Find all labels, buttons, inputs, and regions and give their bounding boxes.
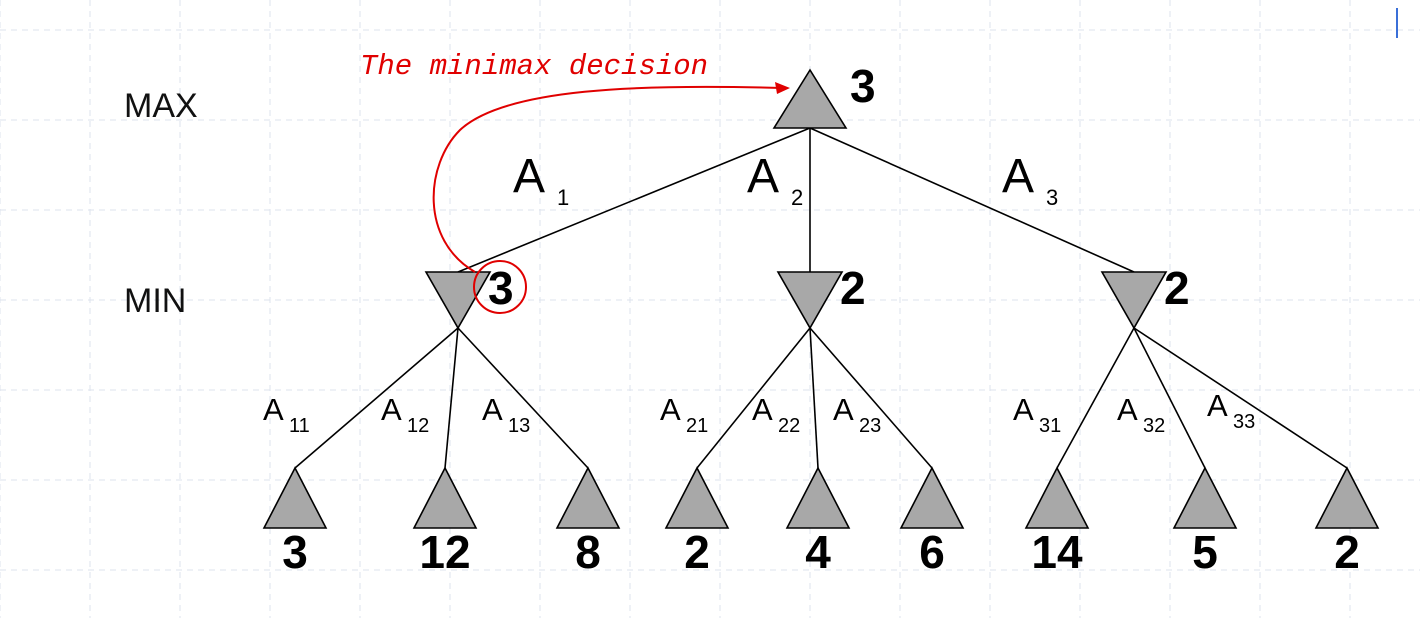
edge-min3-leaf2 [1133, 327, 1206, 469]
leaf-value: 2 [1334, 526, 1360, 578]
leaf-value: 6 [919, 526, 945, 578]
edge-min2-leaf1 [696, 327, 811, 469]
edge-label-a21: A [660, 392, 681, 427]
min-node-value: 2 [1164, 262, 1190, 314]
annotation-arrowhead [775, 82, 790, 94]
branch-label-a1: A [513, 150, 545, 203]
edge-label-a13: A [482, 392, 503, 427]
edge-min1-leaf1 [294, 327, 459, 469]
min-node-value: 3 [488, 262, 514, 314]
leaf-node [262, 466, 328, 529]
max-node [772, 68, 848, 129]
annotation-text: The minimax decision [360, 50, 708, 83]
edge-label-sub: 33 [1233, 411, 1255, 433]
edge-label-sub: 12 [407, 415, 429, 437]
edge-min1-leaf3 [457, 327, 589, 469]
edge-root-min-3 [809, 127, 1135, 273]
leaf-node [1172, 466, 1238, 529]
leaf-value: 2 [684, 526, 710, 578]
leaf-value: 14 [1031, 526, 1083, 578]
edge-label-sub: 22 [778, 415, 800, 437]
edge-label-a23: A [833, 392, 854, 427]
edge-root-min-1 [457, 127, 811, 273]
edge-label-a12: A [381, 392, 402, 427]
annotation-arrow [432, 85, 783, 273]
branch-label-a2: A [747, 150, 779, 203]
leaf-node [785, 466, 851, 529]
level-label-min: MIN [124, 282, 186, 320]
edge-label-sub: 13 [508, 415, 530, 437]
level-label-max: MAX [124, 87, 198, 125]
leaf-node [664, 466, 730, 529]
edge-label-sub: 23 [859, 415, 881, 437]
edge-min2-leaf3 [809, 327, 933, 469]
edge-min1-leaf2 [444, 327, 459, 469]
highlight-circle [473, 260, 527, 314]
edge-min3-leaf3 [1133, 327, 1348, 469]
edge-label-sub: 11 [289, 415, 310, 437]
leaf-value: 12 [419, 526, 470, 578]
min-node-value: 2 [840, 262, 866, 314]
branch-label-a3: A [1002, 150, 1034, 203]
max-node-value: 3 [850, 60, 876, 112]
edge-min2-leaf2 [809, 327, 819, 469]
leaf-value: 4 [805, 526, 831, 578]
edge-label-a22: A [752, 392, 773, 427]
edge-label-sub: 21 [686, 415, 708, 437]
edge-min3-leaf1 [1056, 327, 1135, 469]
leaf-value: 8 [575, 526, 601, 578]
edge-label-a33: A [1207, 388, 1228, 423]
leaf-node [1024, 466, 1090, 529]
leaf-node [1314, 466, 1380, 529]
leaf-value: 3 [282, 526, 308, 578]
min-node-3 [1100, 271, 1168, 330]
leaf-node [899, 466, 965, 529]
edge-label-sub: 31 [1039, 415, 1061, 437]
branch-label-sub: 1 [557, 185, 569, 210]
branch-label-sub: 3 [1046, 185, 1058, 210]
min-node-2 [776, 271, 844, 330]
leaf-node [412, 466, 478, 529]
edge-label-a31: A [1013, 392, 1034, 427]
branch-label-sub: 2 [791, 185, 803, 210]
edge-label-sub: 32 [1143, 415, 1165, 437]
edge-label-a11: A [263, 392, 284, 427]
min-node-1 [424, 271, 492, 330]
leaf-node [555, 466, 621, 529]
leaf-value: 5 [1192, 526, 1218, 578]
edge-label-a32: A [1117, 392, 1138, 427]
